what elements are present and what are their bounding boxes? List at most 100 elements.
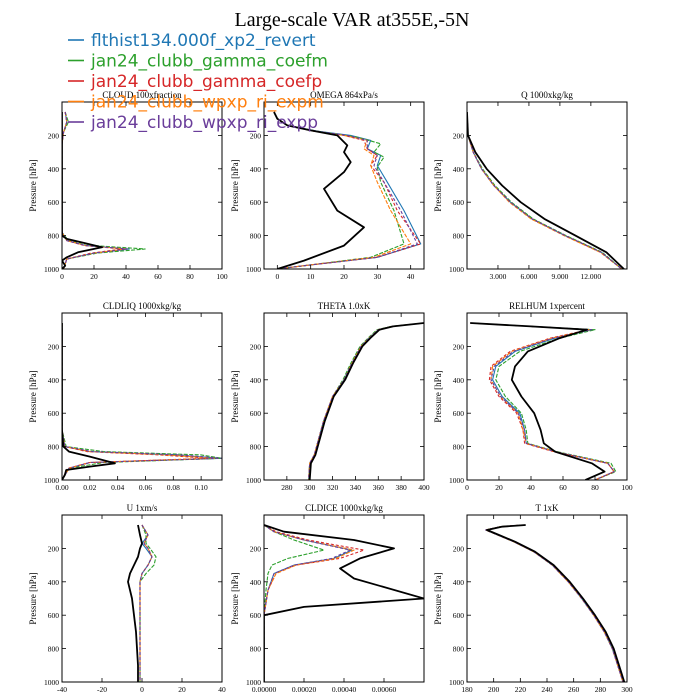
panel-title: CLOUD 100xfraction: [102, 90, 182, 100]
series-line-obs: [273, 111, 365, 269]
panel-frame: [466, 101, 628, 270]
y-tick-label: 600: [453, 409, 465, 418]
y-tick-label: 400: [48, 376, 60, 385]
y-tick-label: 400: [48, 165, 60, 174]
x-tick-label: 0.00060: [372, 685, 397, 694]
x-tick-label: 220: [515, 685, 527, 694]
series-line-obs: [264, 524, 424, 682]
y-tick-label: 200: [48, 544, 60, 553]
y-tick-label: 800: [250, 443, 262, 452]
y-tick-label: 800: [453, 232, 465, 241]
x-tick-label: 200: [488, 685, 500, 694]
series-line-jan24-clubb-gamma-coefm: [485, 524, 624, 682]
series-line-obs: [467, 111, 625, 269]
y-tick-label: 1000: [246, 476, 261, 485]
x-tick-label: 300: [304, 483, 316, 492]
series-line-jan24-clubb-wpxp-ri-expm: [467, 111, 623, 269]
series-line-obs: [62, 112, 103, 269]
series-line-jan24-clubb-wpxp-ri-expm: [308, 322, 424, 480]
y-tick-label: 600: [250, 611, 262, 620]
panel-title: T 1xK: [535, 503, 559, 513]
y-tick-label: 1000: [449, 265, 464, 274]
series-line-obs: [470, 322, 606, 480]
panel-3: Q 1000xkg/kg 200 400 600 800 1000 Pressure [hP…: [433, 90, 628, 281]
y-tick-label: 800: [48, 443, 60, 452]
x-tick-label: 0: [275, 272, 279, 281]
x-tick-label: 0.00: [55, 483, 68, 492]
y-tick-label: 800: [250, 645, 262, 654]
series-group: [467, 111, 625, 269]
panel-title: Q 1000xkg/kg: [521, 90, 573, 100]
x-tick-label: 30: [374, 272, 382, 281]
series-line-obs: [308, 322, 424, 480]
panel-title: OMEGA 864xPa/s: [310, 90, 378, 100]
series-group: [127, 524, 157, 682]
series-line-jan24-clubb-gamma-coefm: [467, 111, 623, 269]
x-tick-label: 180: [461, 685, 473, 694]
x-tick-label: 340: [350, 483, 362, 492]
x-tick-label: -20: [97, 685, 107, 694]
x-tick-label: 0.10: [195, 483, 208, 492]
legend-entry: flthist134.000f_xp2_revert: [91, 31, 316, 51]
y-tick-label: 200: [453, 131, 465, 140]
panel-9: T 1xK 200 400 600 800 1000 Pressure [hPa] 180 20…: [433, 503, 633, 694]
legend: flthist134.000f_xp2_revertjan24_clubb_ga…: [68, 31, 328, 133]
series-line-jan24-clubb-wpxp-ri-expp: [62, 111, 129, 269]
series-line-jan24-clubb-gamma-coefm: [308, 322, 424, 480]
y-tick-label: 200: [250, 342, 262, 351]
x-tick-label: 0.00040: [332, 685, 357, 694]
series-line-obs: [486, 524, 626, 682]
x-tick-label: 280: [281, 483, 293, 492]
x-tick-label: 380: [396, 483, 408, 492]
series-line-jan24-clubb-wpxp-ri-expp: [273, 111, 418, 269]
y-tick-label: 400: [48, 578, 60, 587]
series-line-jan24-clubb-wpxp-ri-expp: [62, 323, 222, 480]
panel-frame: [61, 312, 223, 481]
series-line-jan24-clubb-gamma-coefp: [485, 524, 624, 682]
y-tick-label: 800: [48, 232, 60, 241]
y-tick-label: 600: [48, 611, 60, 620]
panel-frame: [263, 514, 425, 683]
series-line-jan24-clubb-wpxp-ri-expp: [467, 111, 623, 269]
y-tick-label: 600: [453, 198, 465, 207]
x-tick-label: 60: [154, 272, 162, 281]
panel-frame: [263, 312, 425, 481]
x-tick-label: 240: [541, 685, 553, 694]
x-tick-label: 10: [307, 272, 315, 281]
x-tick-label: 60: [559, 483, 567, 492]
y-tick-label: 400: [453, 165, 465, 174]
y-tick-label: 800: [48, 645, 60, 654]
x-tick-label: 40: [527, 483, 535, 492]
y-tick-label: 200: [48, 131, 60, 140]
x-tick-label: 0.00020: [292, 685, 317, 694]
series-line-flthist134-000f-xp2-revert: [308, 322, 424, 480]
panel-4: CLDLIQ 1000xkg/kg 200 400 600 800 1000 Pressur…: [28, 301, 223, 492]
y-tick-label: 400: [250, 165, 262, 174]
series-line-jan24-clubb-wpxp-ri-expp: [264, 524, 351, 682]
x-tick-label: 20: [340, 272, 348, 281]
series-line-flthist134-000f-xp2-revert: [467, 111, 623, 269]
legend-entry: jan24_clubb_wpxp_ri_expp: [90, 113, 318, 133]
panel-frame: [466, 514, 628, 683]
panel-title: RELHUM 1xpercent: [509, 301, 585, 311]
series-line-jan24-clubb-gamma-coefm: [62, 323, 222, 480]
x-tick-label: 40: [218, 685, 226, 694]
series-group: [308, 322, 424, 480]
y-axis-label: Pressure [hPa]: [230, 370, 240, 422]
series-line-jan24-clubb-wpxp-ri-expm: [470, 322, 615, 480]
x-tick-label: -40: [57, 685, 67, 694]
y-tick-label: 800: [453, 443, 465, 452]
x-tick-label: 0.00000: [252, 685, 277, 694]
y-tick-label: 400: [250, 376, 262, 385]
series-group: [62, 111, 146, 269]
y-tick-label: 600: [453, 611, 465, 620]
x-tick-label: 300: [621, 685, 633, 694]
y-axis-label: Pressure [hPa]: [230, 572, 240, 624]
series-line-jan24-clubb-wpxp-ri-expm: [485, 524, 624, 682]
x-tick-label: 9.000: [551, 272, 568, 281]
y-axis-label: Pressure [hPa]: [433, 572, 443, 624]
y-tick-label: 400: [453, 578, 465, 587]
x-tick-label: 3.000: [490, 272, 507, 281]
legend-entry: jan24_clubb_wpxp_ri_expm: [90, 93, 324, 113]
